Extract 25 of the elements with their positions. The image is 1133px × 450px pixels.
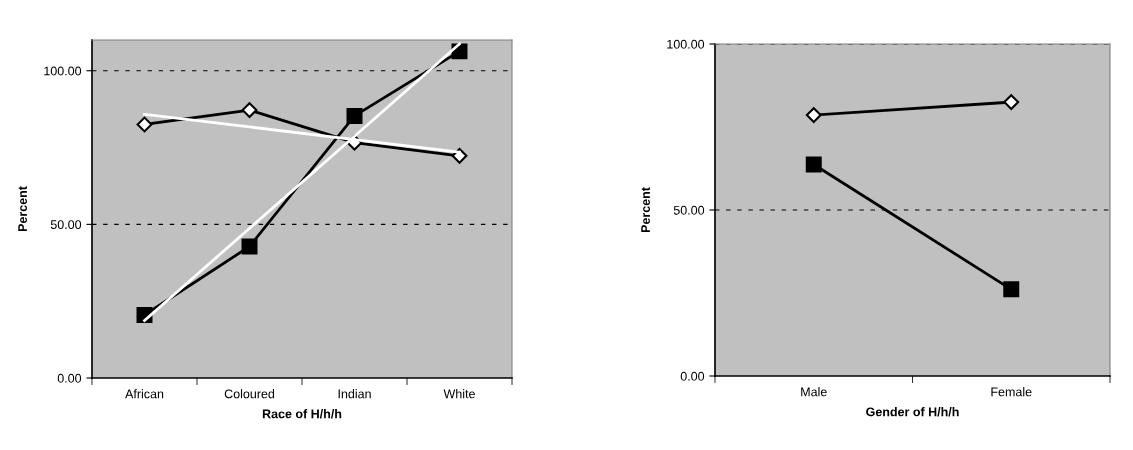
y-tick-label: 0.00 — [680, 371, 705, 381]
x-tick-label: Female — [991, 387, 1032, 397]
x-axis-title: Race of H/h/h — [262, 409, 342, 419]
point — [241, 238, 258, 255]
point — [451, 147, 468, 164]
y-tick-label: 100.00 — [667, 39, 705, 49]
x-tick-label: Coloured — [224, 389, 275, 399]
x-tick-label: African — [125, 389, 164, 399]
point — [1003, 94, 1020, 111]
point — [1003, 281, 1020, 298]
x-tick-label: White — [443, 389, 475, 399]
x-axis-title: Gender of H/h/h — [866, 407, 959, 417]
point — [346, 107, 363, 124]
y-axis-title: Percent — [18, 186, 27, 232]
y-tick-label: 100.00 — [44, 66, 82, 76]
y-tick-label: 0.00 — [57, 373, 82, 383]
x-tick-label: Indian — [338, 389, 371, 399]
y-tick-label: 50.00 — [673, 205, 705, 215]
point — [805, 107, 822, 123]
y-axis-title: Percent — [641, 187, 650, 233]
y-tick-label: 50.00 — [50, 220, 82, 230]
x-tick-label: Male — [801, 387, 827, 397]
point — [136, 116, 153, 133]
point — [805, 156, 822, 173]
point — [241, 102, 258, 118]
